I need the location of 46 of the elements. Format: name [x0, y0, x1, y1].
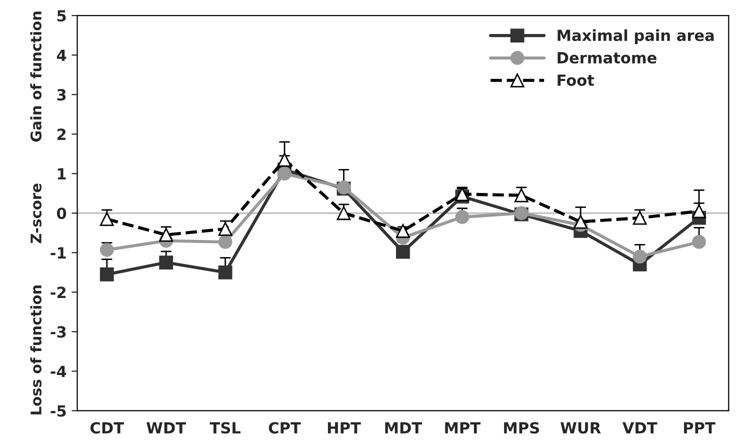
point — [632, 210, 647, 225]
legend-label: Foot — [558, 74, 594, 86]
point — [218, 265, 232, 280]
x-tick-label: MDT — [385, 422, 422, 434]
y-tick-label: 5 — [57, 10, 66, 22]
point — [692, 235, 706, 249]
y-tick-label: -3 — [50, 326, 66, 338]
x-tick-label: WUR — [560, 422, 601, 434]
y-tick-label: 4 — [56, 50, 66, 61]
x-tick-label: CPT — [268, 422, 301, 434]
y-axis-title: Loss of function Z-score Gain of function — [30, 12, 42, 414]
y-tick-label: -1 — [50, 247, 66, 258]
point — [455, 210, 470, 224]
x-tick-label: CDT — [90, 422, 124, 434]
x-tick-label: MPT — [445, 422, 480, 434]
point — [336, 206, 351, 220]
y-tick-label: 2 — [57, 128, 66, 140]
legend-label: Maximal pain area — [558, 29, 714, 44]
y-tick-label: -2 — [50, 286, 66, 298]
x-tick-label: WDT — [146, 422, 186, 434]
point — [100, 212, 114, 226]
point — [159, 256, 174, 270]
x-tick-label: HPT — [328, 422, 361, 434]
point — [100, 242, 114, 257]
x-tick-label: TSL — [210, 422, 240, 434]
point — [632, 250, 647, 264]
y-tick-label: 3 — [57, 89, 66, 101]
point — [218, 235, 232, 249]
point — [218, 222, 232, 236]
y-tick-label: -4 — [50, 366, 66, 377]
y-tick-label: 1 — [58, 168, 66, 180]
point — [396, 224, 410, 238]
y-tick-label: -5 — [50, 405, 66, 417]
x-tick-label: VDT — [622, 422, 658, 434]
point — [278, 166, 292, 181]
point — [159, 228, 174, 242]
legend-label: Dermatome — [558, 52, 656, 64]
point — [455, 187, 470, 202]
point — [574, 214, 588, 229]
point — [514, 188, 528, 202]
y-tick-label: 0 — [56, 208, 66, 220]
x-tick-label: PPT — [684, 422, 716, 434]
point — [278, 152, 292, 167]
point — [100, 267, 114, 282]
point — [396, 244, 410, 259]
x-tick-label: MPS — [504, 422, 539, 434]
